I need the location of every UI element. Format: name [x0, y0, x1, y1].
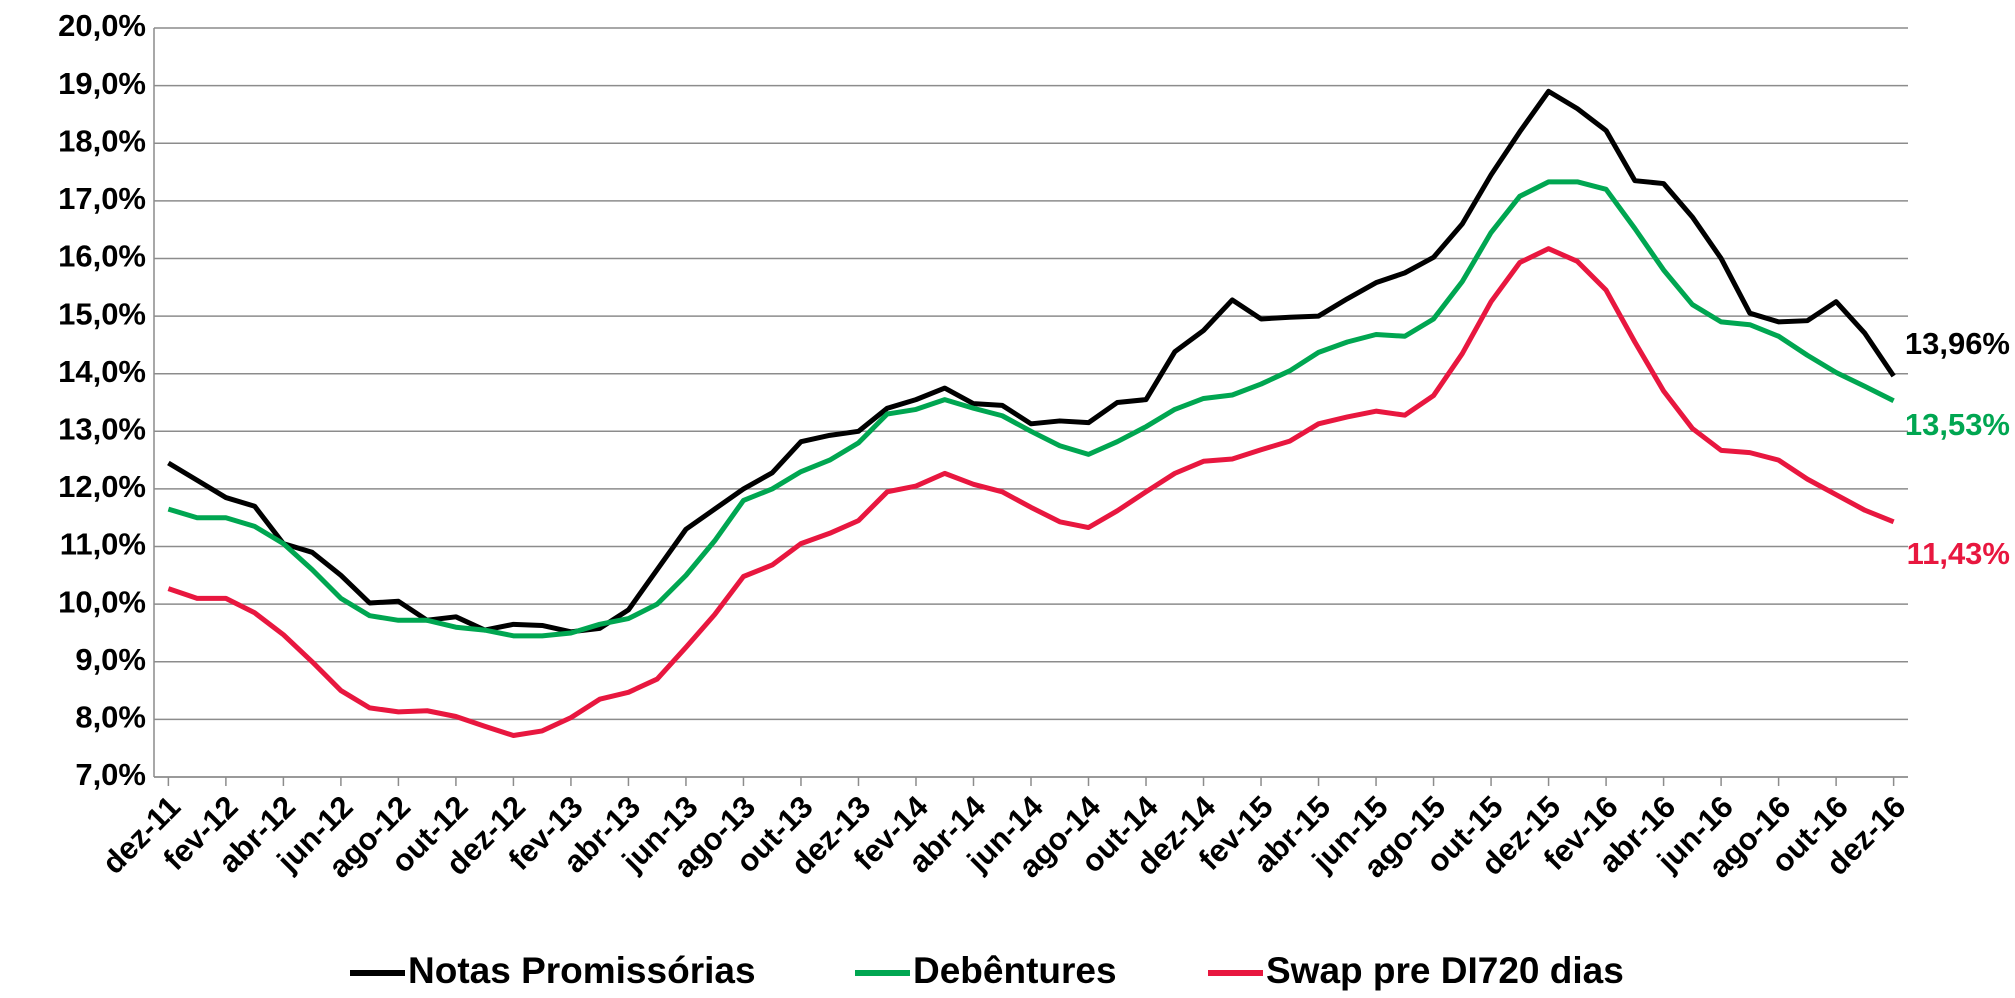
legend-label: Swap pre DI720 dias [1266, 950, 1624, 991]
data-label: 13,96% [1905, 326, 2010, 361]
y-tick-label: 20,0% [58, 8, 146, 43]
y-tick-label: 12,0% [58, 469, 146, 504]
series-line [167, 246, 1895, 739]
y-tick-label: 9,0% [75, 642, 146, 677]
legend-label: Debêntures [913, 950, 1117, 991]
y-tick-label: 11,0% [60, 527, 146, 562]
legend-label: Notas Promissórias [408, 950, 756, 991]
series-line [167, 88, 1896, 635]
y-tick-label: 15,0% [58, 296, 146, 331]
data-label: 13,53% [1905, 407, 2010, 442]
y-tick-label: 10,0% [58, 584, 146, 619]
y-tick-label: 17,0% [58, 181, 146, 216]
y-tick-label: 18,0% [58, 123, 146, 158]
y-tick-label: 8,0% [75, 700, 146, 735]
y-tick-label: 19,0% [58, 66, 146, 101]
y-tick-label: 13,0% [58, 411, 146, 446]
series-line [167, 179, 1895, 639]
data-label: 11,43% [1907, 536, 2010, 571]
y-tick-label: 7,0% [75, 757, 146, 792]
y-tick-label: 14,0% [58, 354, 146, 389]
y-tick-label: 16,0% [58, 239, 146, 274]
